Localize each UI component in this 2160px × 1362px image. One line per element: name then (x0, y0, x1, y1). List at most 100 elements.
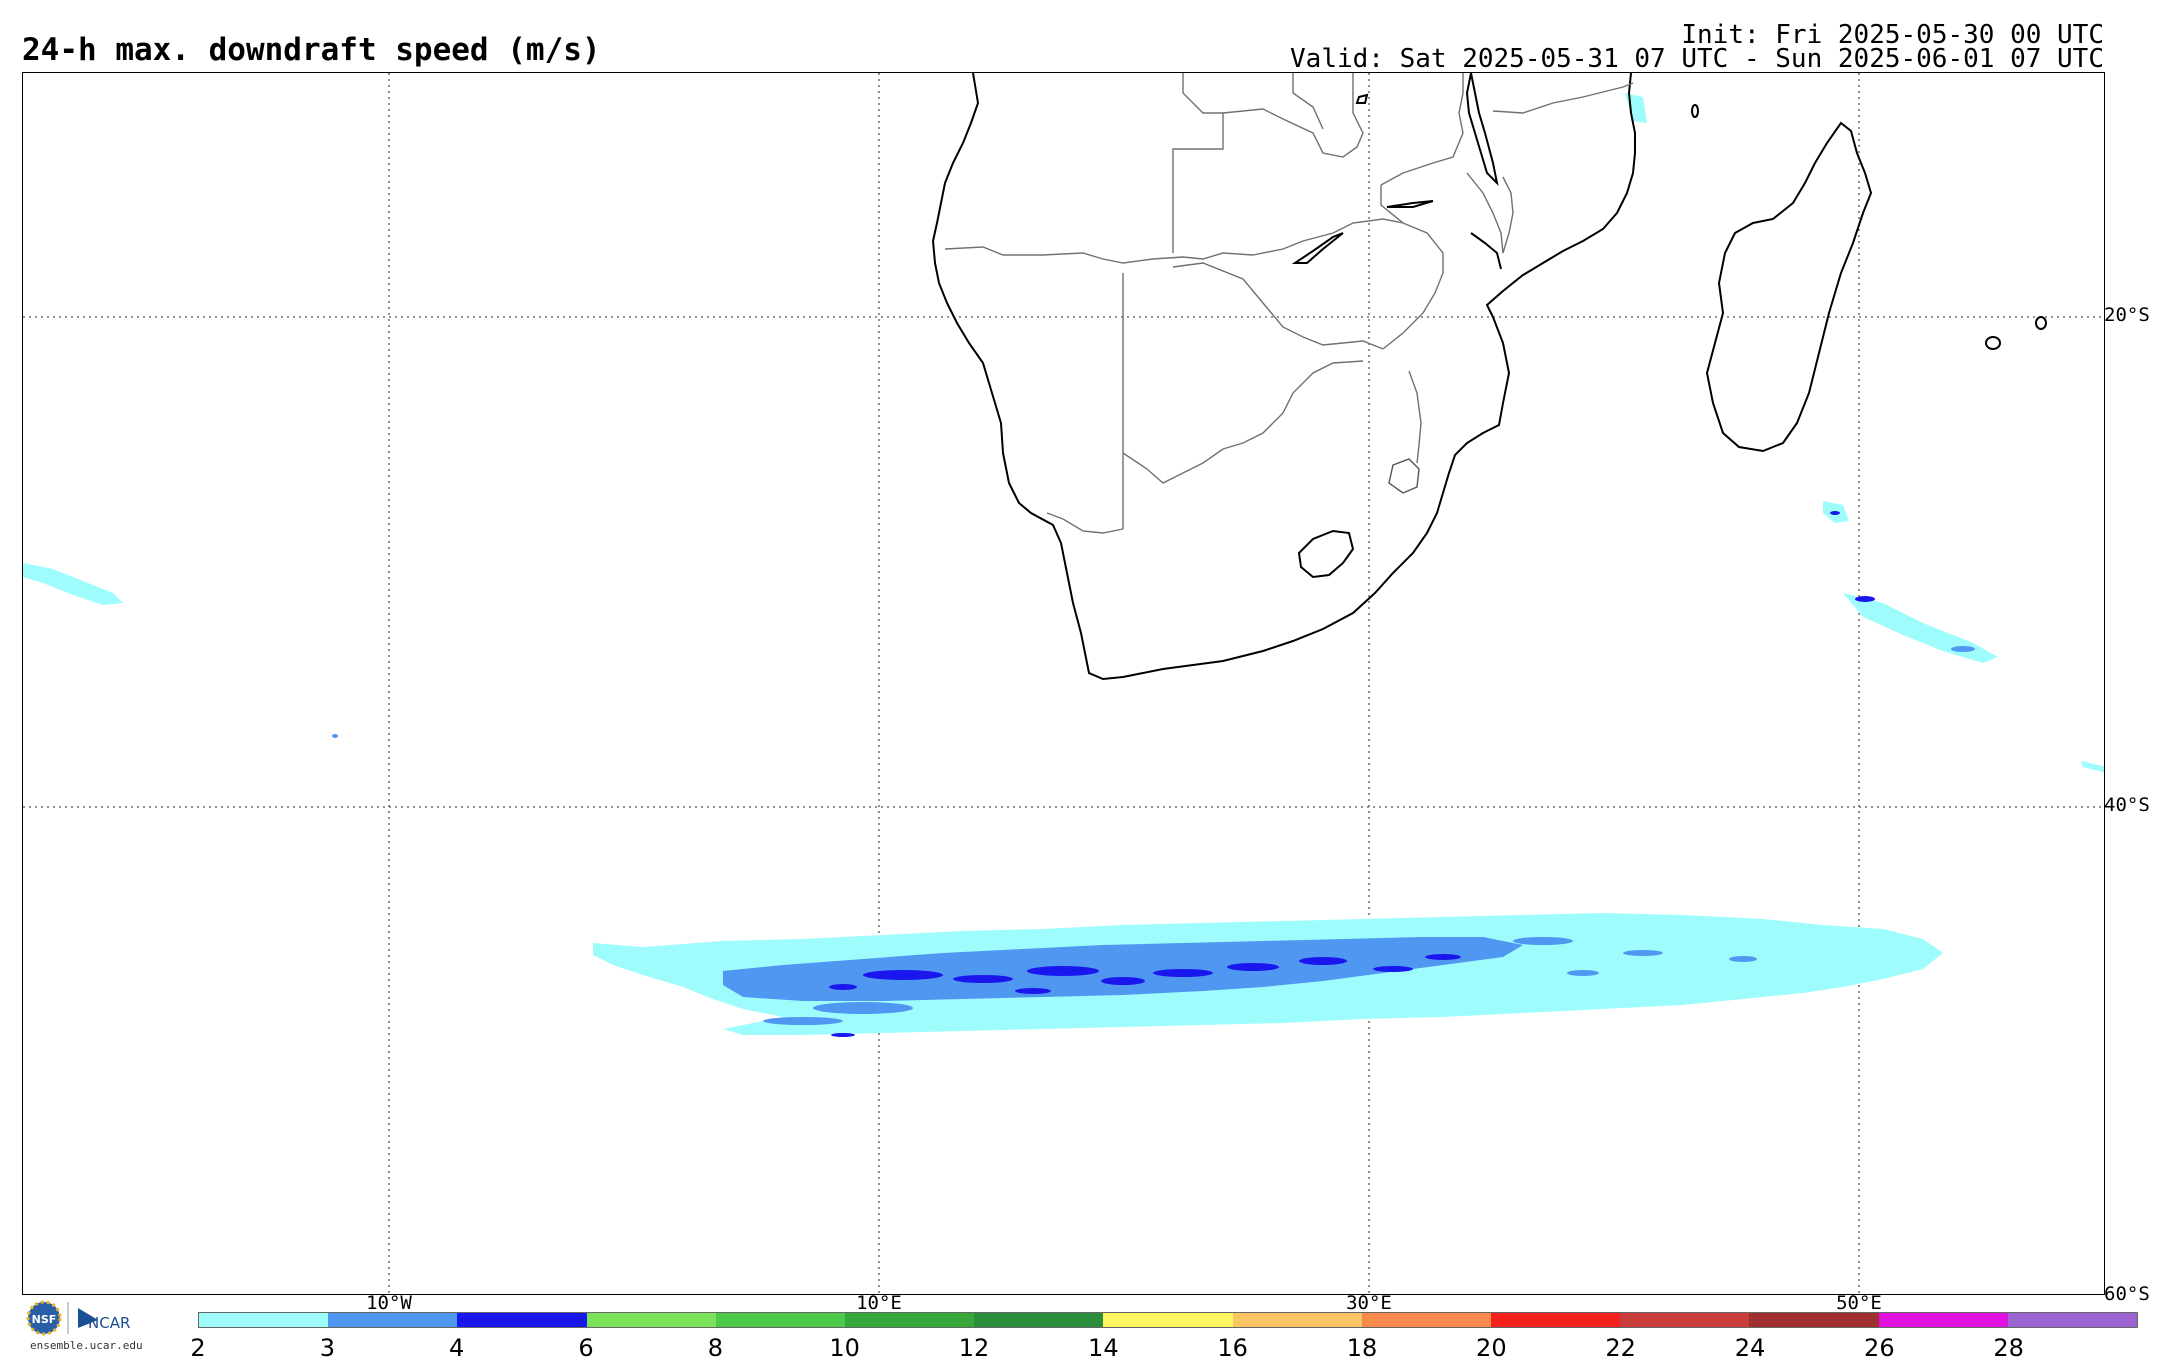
downdraft-isolated-cell (332, 734, 338, 738)
colorbar-tick-label: 4 (449, 1334, 465, 1362)
border-zambia-drc (1222, 73, 1364, 158)
downdraft-indian-ocean-medium (1951, 646, 1975, 652)
lake-malawi (1465, 73, 1499, 187)
downdraft-indian-ocean-patch (1843, 593, 1998, 663)
downdraft-medium-patch (1513, 937, 1573, 945)
ncar-logo-text: NCAR (88, 1314, 130, 1332)
downdraft-strong-cell (863, 970, 943, 980)
reunion-island (1985, 336, 2001, 350)
nsf-logo-text: NSF (32, 1313, 57, 1326)
colorbar-swatch (457, 1313, 587, 1327)
lake-kariba (1291, 232, 1344, 264)
colorbar-tick-label: 26 (1864, 1334, 1895, 1362)
colorbar-tick-label: 24 (1734, 1334, 1766, 1362)
border-south-africa-mozambique (1408, 370, 1422, 464)
lat-label-20s: 20°S (2104, 304, 2150, 326)
colorbar-swatch (1491, 1313, 1621, 1327)
colorbar-swatch (1620, 1313, 1750, 1327)
lake-tanganyika-tip (1355, 93, 1369, 104)
colorbar-tick-label: 18 (1346, 1334, 1378, 1362)
colorbar-tick-label: 16 (1217, 1334, 1248, 1362)
downdraft-west-patch (23, 563, 123, 605)
ncar-logo-icon (78, 1308, 98, 1328)
colorbar-swatch (199, 1313, 329, 1327)
downdraft-strong-cell (1227, 963, 1279, 971)
colorbar-swatch (1749, 1313, 1879, 1327)
map-canvas (23, 73, 2104, 1294)
border-angola-namibia (944, 246, 1254, 264)
colorbar-swatch (2007, 1313, 2138, 1327)
downdraft-indian-ocean-strong (1855, 596, 1875, 602)
border-zambia-mozambique (1380, 185, 1404, 224)
downdraft-medium-patch (813, 1002, 913, 1014)
downdraft-medium-patch (1623, 950, 1663, 956)
madagascar-coastline (1705, 121, 1873, 453)
lon-label-30e: 30°E (1346, 1292, 1392, 1314)
colorbar-tick-label: 28 (1993, 1334, 2024, 1362)
downdraft-strong-cell (1153, 969, 1213, 977)
border-botswana-south-africa (1122, 360, 1364, 484)
downdraft-strong-cell (1373, 966, 1413, 972)
colorbar-tick-label: 10 (829, 1334, 860, 1362)
colorbar-tick-label: 20 (1476, 1334, 1507, 1362)
border-botswana-zimbabwe (1172, 262, 1384, 350)
border-zimbabwe-mozambique (1382, 222, 1444, 350)
downdraft-east-edge-patch (2081, 761, 2104, 773)
border-mozambique-tanzania (1492, 82, 1634, 114)
colorbar-tick-label: 3 (319, 1334, 335, 1362)
downdraft-mozambique-patch (1625, 93, 1647, 123)
colorbar-swatch (1878, 1313, 2008, 1327)
border-zambia-zimbabwe (1252, 218, 1404, 256)
lon-label-50e: 50°E (1836, 1292, 1882, 1314)
graticule (23, 73, 2104, 1294)
border-angola-zambia (1172, 73, 1224, 253)
lesotho-border (1297, 529, 1355, 579)
lake-cahora-bassa (1386, 200, 1434, 208)
colorbar-tick-label: 22 (1605, 1334, 1636, 1362)
logo-area: NSF NCAR (22, 1298, 162, 1354)
colorbar-swatch (1361, 1313, 1492, 1327)
map-title: 24-h max. downdraft speed (m/s) (22, 32, 601, 68)
colorbar-swatch (974, 1313, 1104, 1327)
mozambique-coast-inlet (1470, 232, 1502, 270)
downdraft-strong-cell (953, 975, 1013, 983)
colorbar-swatch (586, 1313, 716, 1327)
lat-label-40s: 40°S (2104, 794, 2150, 816)
downdraft-medium-patch (1729, 956, 1757, 962)
colorbar (198, 1312, 2138, 1328)
downdraft-strong-cell (1299, 957, 1347, 965)
valid-time: Valid: Sat 2025-05-31 07 UTC - Sun 2025-… (1290, 44, 2104, 74)
downdraft-strong-cell (1027, 966, 1099, 976)
border-drc-zambia-north (1292, 73, 1324, 130)
africa-coastline (931, 73, 1636, 681)
colorbar-swatch (845, 1313, 975, 1327)
downdraft-medium-area (723, 937, 1523, 1001)
mauritius-island (2035, 316, 2047, 330)
downdraft-field (23, 93, 2104, 1037)
map-panel[interactable] (22, 72, 2105, 1295)
country-borders (944, 73, 1634, 534)
lon-label-10e: 10°E (856, 1292, 902, 1314)
colorbar-tick-label: 8 (707, 1334, 723, 1362)
logo-url: ensemble.ucar.edu (30, 1339, 143, 1352)
colorbar-tick-label: 14 (1088, 1334, 1119, 1362)
downdraft-strong-cell (1101, 977, 1145, 985)
border-malawi-mozambique (1466, 172, 1514, 254)
downdraft-strong-cell (1015, 988, 1051, 994)
nsf-ncar-logo: NSF NCAR (26, 1300, 130, 1336)
downdraft-strong-cell (829, 984, 857, 990)
comoros-island (1691, 104, 1699, 118)
downdraft-medium-patch (763, 1017, 843, 1025)
colorbar-tick-label: 12 (958, 1334, 990, 1362)
border-namibia-south-africa (1046, 512, 1124, 534)
colorbar-tick-label: 2 (190, 1334, 206, 1362)
nsf-logo-icon (28, 1302, 60, 1334)
downdraft-strong-cell (1425, 954, 1461, 960)
downdraft-north-strong (1830, 511, 1840, 515)
colorbar-swatch (1103, 1313, 1233, 1327)
downdraft-medium-patch (1567, 970, 1599, 976)
lon-label-10w: 10°W (366, 1292, 412, 1314)
colorbar-swatch (328, 1313, 458, 1327)
init-time: Init: Fri 2025-05-30 00 UTC (1681, 20, 2104, 50)
border-zambia-malawi (1380, 73, 1464, 186)
